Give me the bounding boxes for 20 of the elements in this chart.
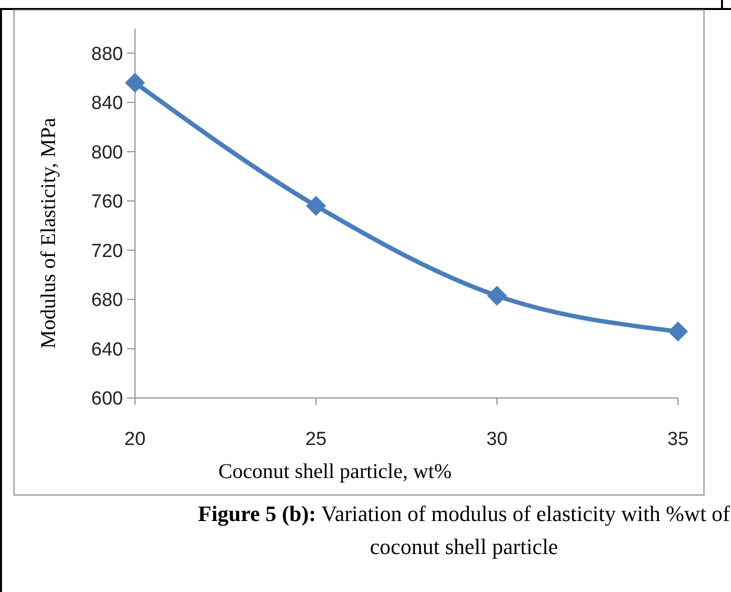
point: [125, 72, 145, 93]
y-tick-label: 600: [91, 388, 123, 410]
y-tick-label: 880: [91, 44, 123, 65]
y-tick-label: 840: [91, 93, 123, 114]
y-tick-label: 680: [91, 290, 123, 312]
y-tick-label: 760: [91, 192, 123, 213]
x-tick-label: 35: [667, 429, 689, 450]
y-axis-title: Modulus of Elasticity, MPa: [36, 117, 60, 349]
y-tick-label: 640: [91, 339, 123, 360]
x-tick-label: 25: [305, 429, 327, 450]
y-tick-label: 720: [91, 240, 123, 262]
x-axis-title: Coconut shell particle, wt%: [218, 459, 452, 483]
x-tick-label: 20: [124, 429, 146, 450]
x-tick-label: 30: [486, 429, 508, 450]
y-tick-label: 800: [91, 142, 123, 164]
text: Variation of modulus of elasticity with %wt of coconut shell particle: [321, 501, 730, 559]
point: [306, 196, 326, 216]
text: Figure 5 (b):: [198, 501, 316, 526]
point: [487, 286, 507, 306]
point: [668, 321, 688, 342]
